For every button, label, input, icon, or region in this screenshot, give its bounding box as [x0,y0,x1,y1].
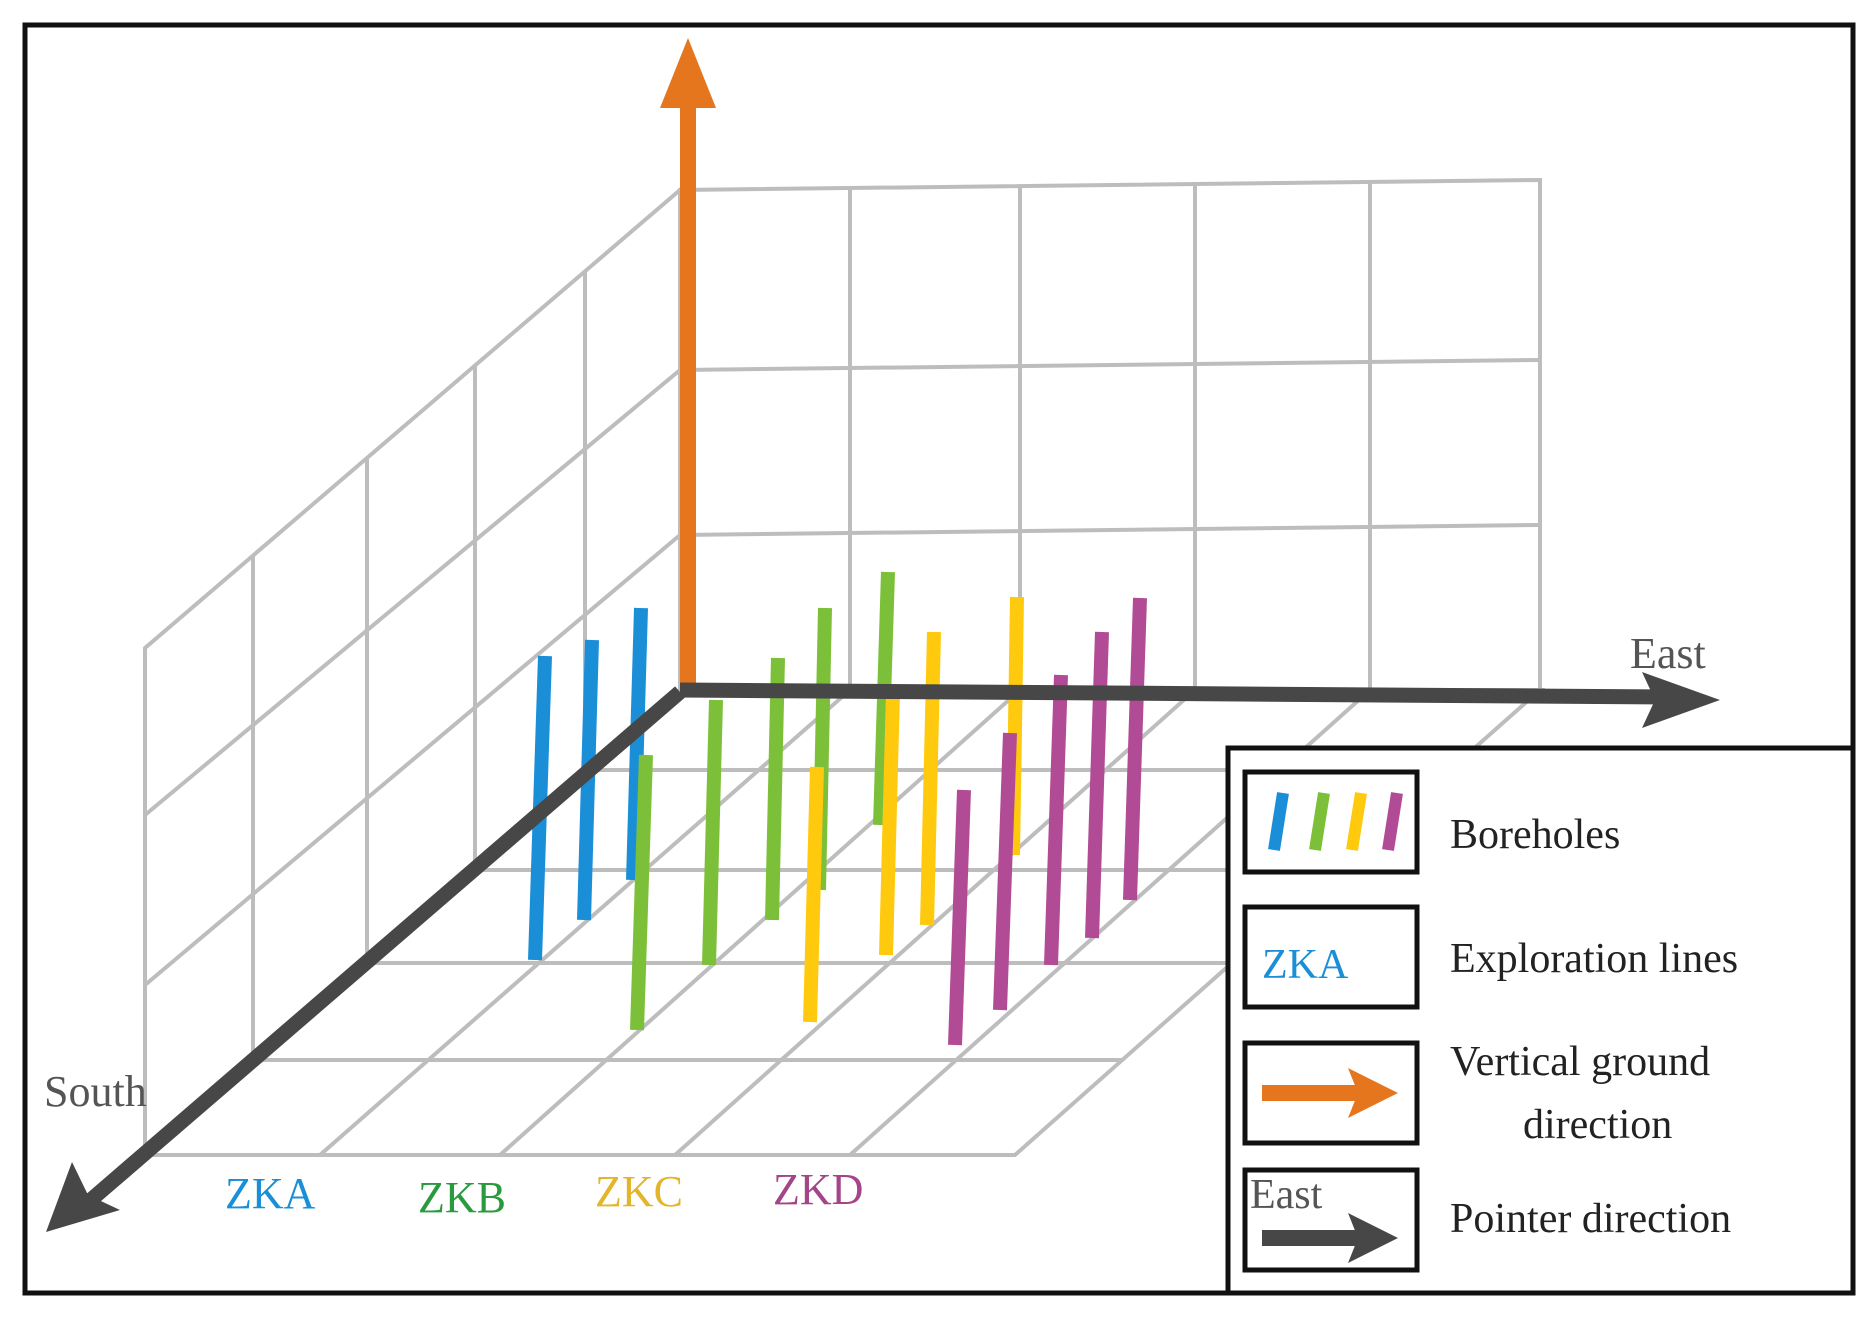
left-wall-hline [143,533,682,987]
boreholes-icon [1268,792,1403,851]
east-axis-arrow [679,672,1720,728]
east-arrow-shaft [679,682,1666,705]
vertical-arrow-head [660,38,716,108]
vertical-ground-arrow [660,38,716,690]
legend-borehole-zkd [1382,792,1403,851]
legend-label-boreholes: Boreholes [1450,812,1620,858]
boreholes [528,571,1147,1046]
borehole-zkb [702,699,723,966]
borehole-zkc [879,691,900,956]
exploration-line-label-zkc: ZKC [595,1167,683,1216]
borehole-zkd [1085,631,1109,939]
south-arrow-head [46,1162,120,1232]
legend-label-exploration-lines: Exploration lines [1450,936,1738,982]
borehole-zkb [765,657,785,921]
legend-icon-frame [1242,1167,1420,1273]
back-wall-hline [679,358,1541,372]
borehole-zka [626,607,648,881]
floor-depth-line [673,688,1197,1157]
pointer-arrow-icon-label: East [1250,1172,1323,1218]
borehole-zkd [1123,597,1147,901]
legend: Boreholes ZKA Exploration lines Vertical… [1225,745,1856,1296]
exploration-line-label-zkb: ZKB [418,1173,506,1222]
exploration-lines-icon: ZKA [1262,942,1349,988]
borehole-zkd [948,789,971,1046]
legend-icon-frame [1242,904,1420,1010]
south-axis-label: South [44,1067,147,1116]
back-wall-hline [679,523,1541,537]
exploration-line-label-zkd: ZKD [773,1165,863,1214]
borehole-zkc [803,766,824,1023]
legend-borehole-zkb [1309,792,1330,851]
exploration-line-label-zka: ZKA [225,1169,316,1218]
legend-label-vertical-line1: Vertical ground [1450,1039,1710,1085]
pointer-arrow-icon [1262,1213,1398,1263]
left-wall-hline [143,368,682,817]
borehole-zkd [1044,674,1068,966]
borehole-zkc [920,631,941,926]
borehole-zkd [993,732,1017,1011]
vertical-arrow-icon [1262,1068,1398,1118]
borehole-zkb [630,754,653,1031]
floor-depth-line [318,688,852,1157]
east-arrow-head [1642,672,1720,728]
legend-vertical-arrow-head [1348,1068,1398,1118]
legend-pointer-arrow-head [1348,1213,1398,1263]
south-axis-arrow [46,686,685,1232]
east-axis-label: East [1630,629,1706,678]
legend-borehole-zka [1268,792,1289,851]
legend-borehole-zkc [1346,792,1367,851]
legend-label-pointer: Pointer direction [1450,1196,1731,1242]
south-arrow-shaft [80,686,685,1211]
legend-label-vertical-line2: direction [1523,1102,1672,1148]
exploration-line-labels: ZKA ZKB ZKC ZKD [225,1165,863,1222]
